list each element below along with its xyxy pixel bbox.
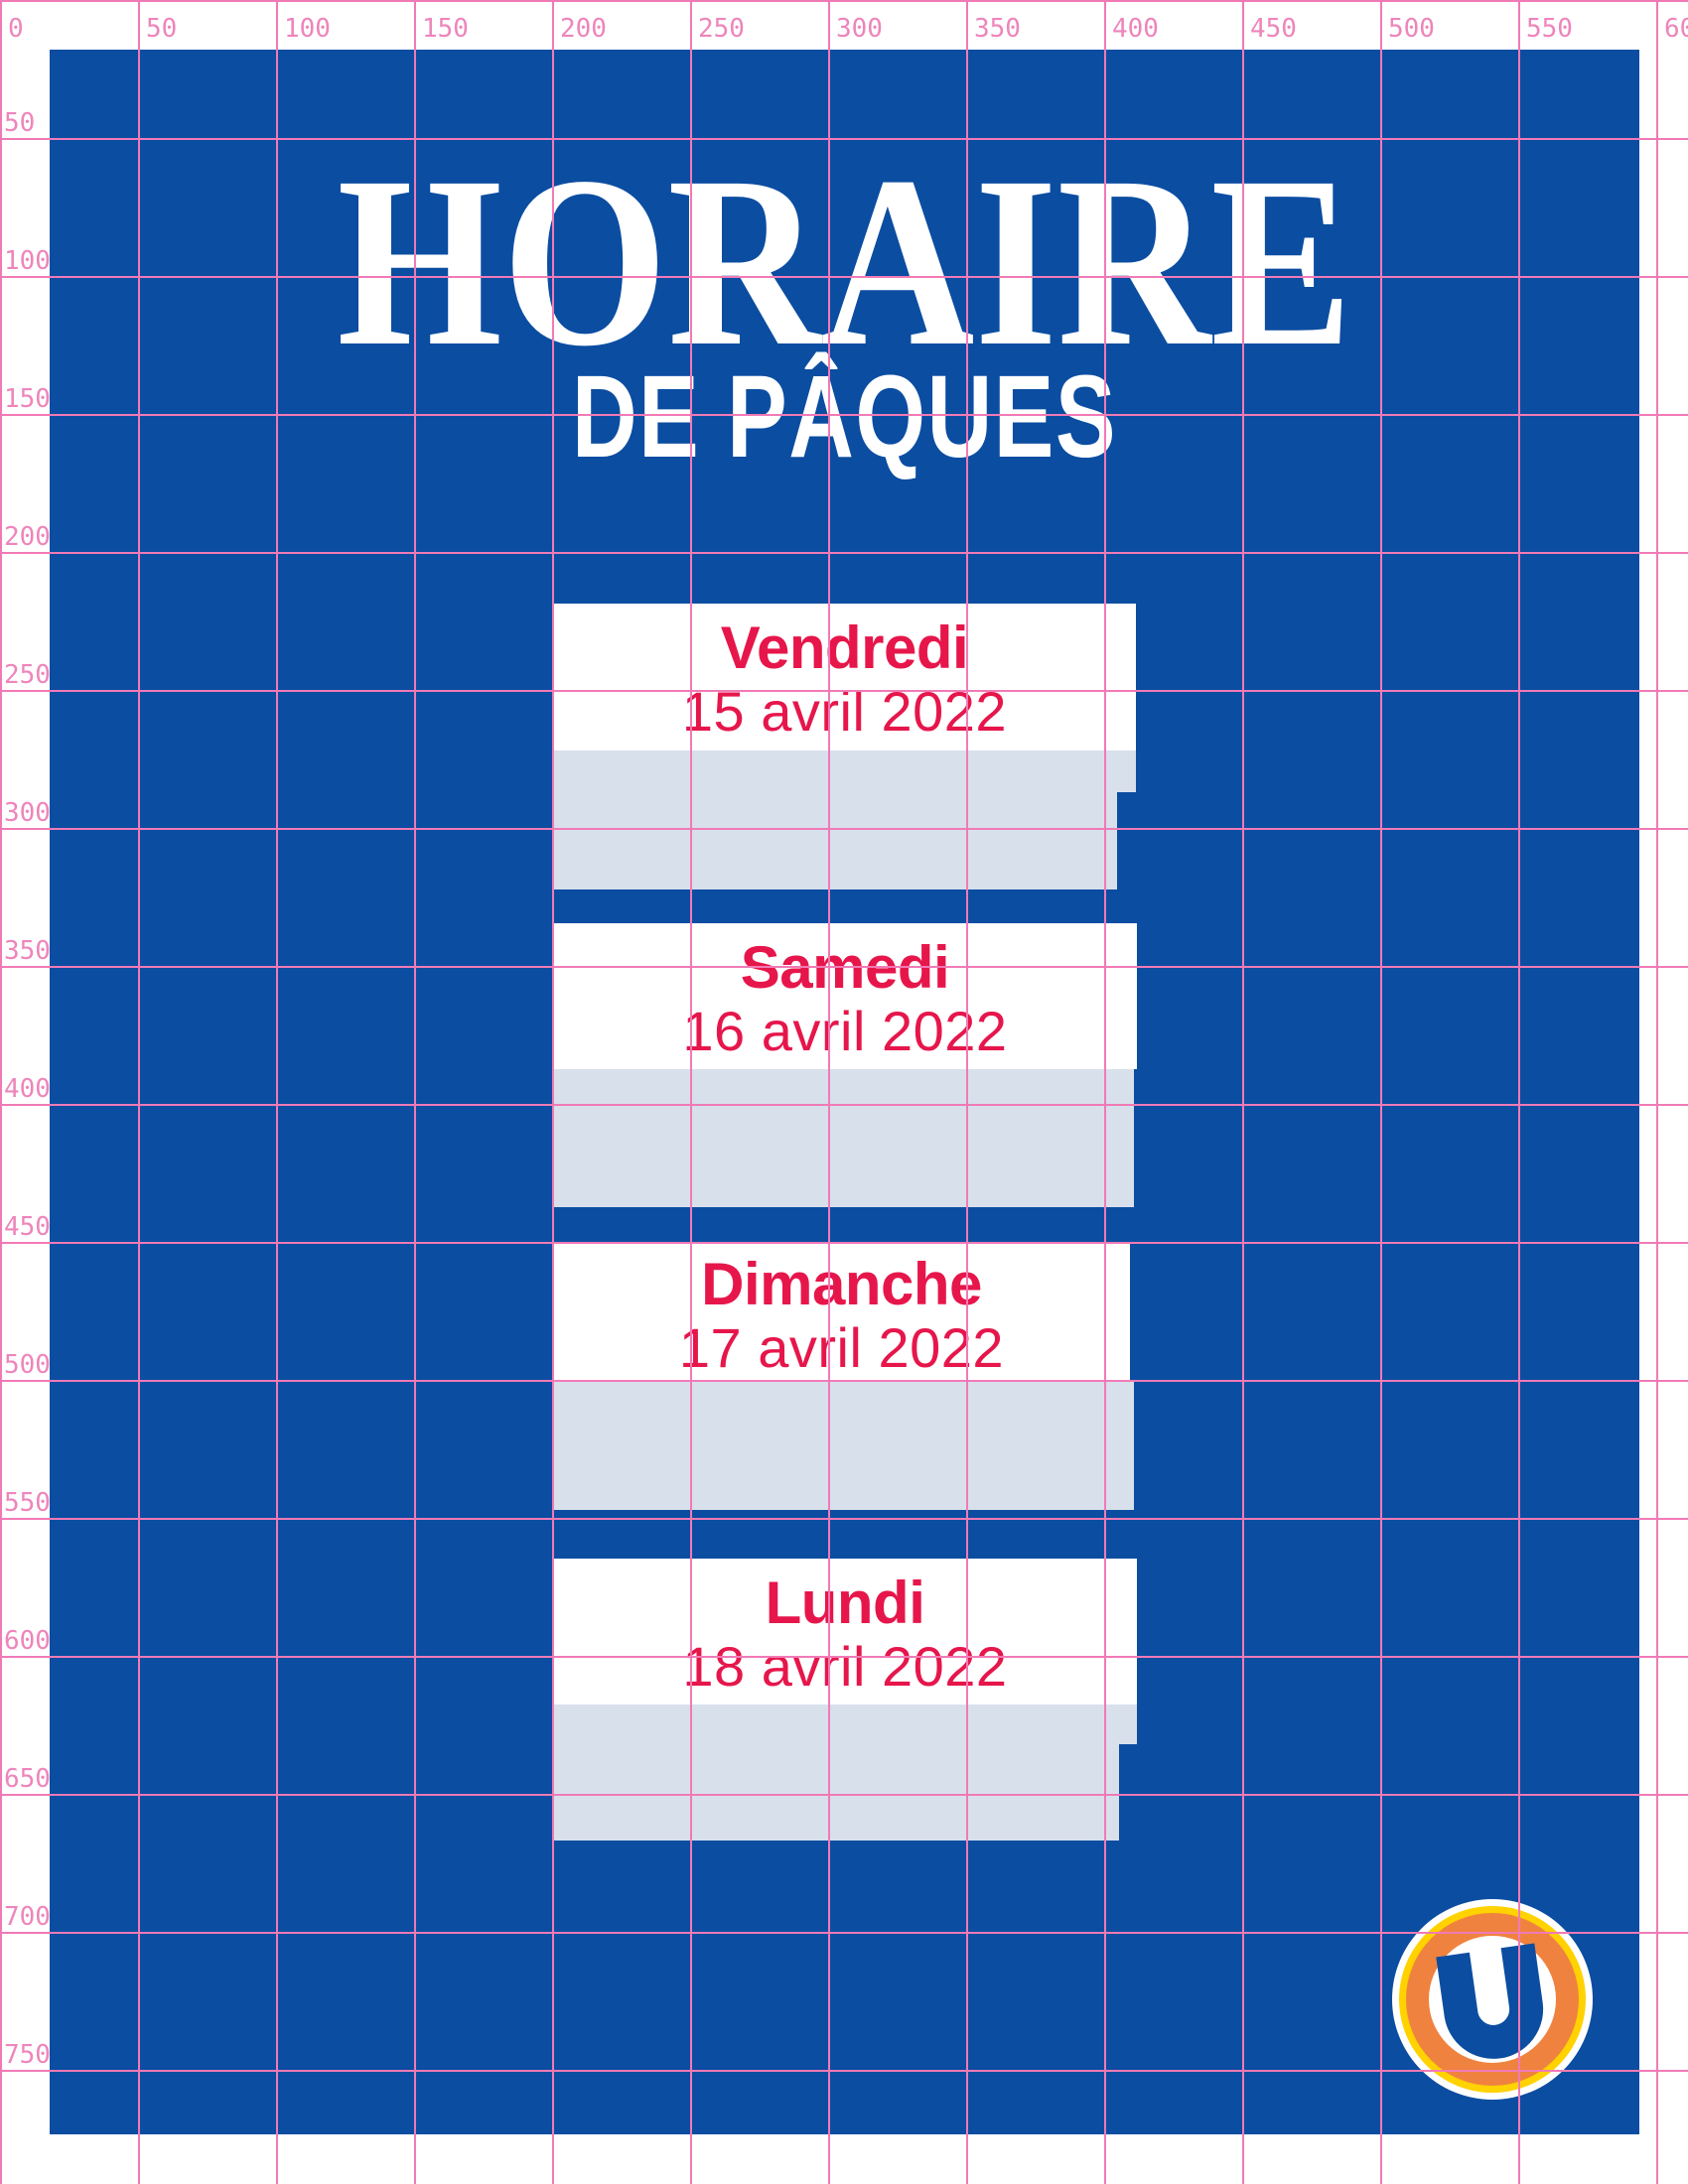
ruler-label-top-200: 200 [560,14,607,44]
ruler-label-top-400: 400 [1112,14,1159,44]
ruler-label-top-100: 100 [284,14,331,44]
ruler-label-left-200: 200 [4,522,51,552]
ruler-label-top-50: 50 [146,14,178,44]
ruler-label-top-350: 350 [974,14,1021,44]
ruler-label-top-0: 0 [8,14,24,44]
ruler-label-left-450: 450 [4,1212,51,1242]
ruler-label-left-250: 250 [4,660,51,690]
ruler-label-top-450: 450 [1250,14,1297,44]
ruler-label-left-150: 150 [4,384,51,414]
ruler-label-left-400: 400 [4,1074,51,1104]
ruler-label-left-700: 700 [4,1902,51,1932]
ruler-label-left-500: 500 [4,1350,51,1380]
ruler-label-left-650: 650 [4,1764,51,1794]
ruler-label-left-750: 750 [4,2040,51,2070]
ruler-label-left-600: 600 [4,1626,51,1656]
ruler-label-left-350: 350 [4,936,51,966]
ruler-label-top-500: 500 [1388,14,1435,44]
ruler-label-top-300: 300 [836,14,883,44]
ruler-label-left-550: 550 [4,1488,51,1518]
ruler-label-top-250: 250 [698,14,745,44]
ruler-label-top-600: 600 [1664,14,1688,44]
ruler-label-top-150: 150 [422,14,469,44]
ruler-label-left-300: 300 [4,798,51,828]
ruler-label-left-50: 50 [4,108,36,138]
ruler-label-top-550: 550 [1526,14,1573,44]
ruler-label-left-100: 100 [4,246,51,276]
